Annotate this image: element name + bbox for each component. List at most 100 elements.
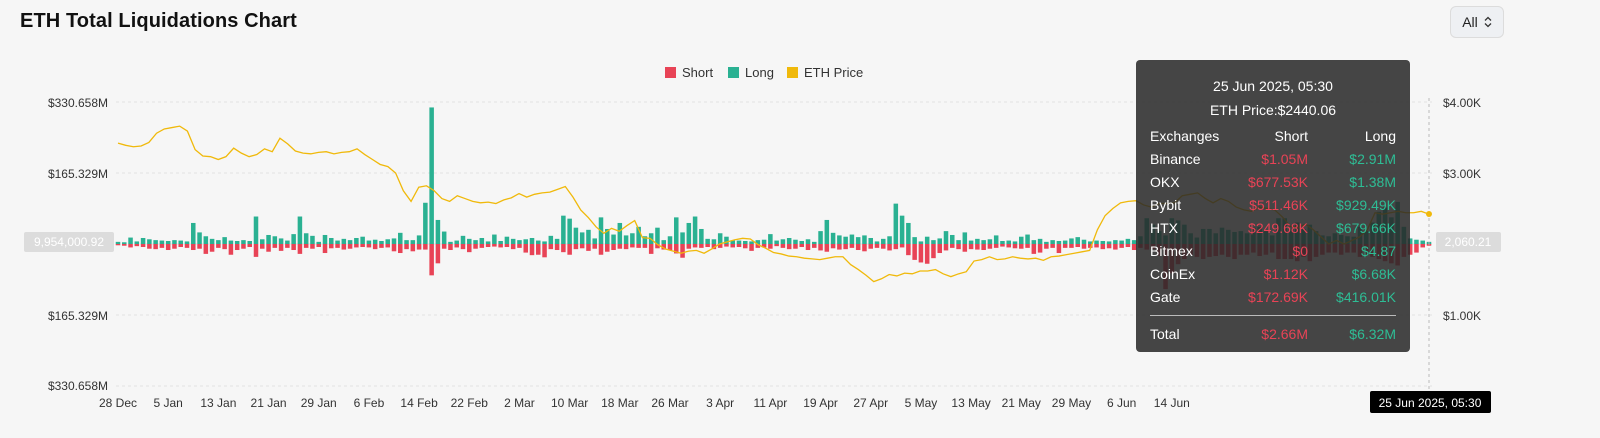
long-bar[interactable] bbox=[247, 240, 252, 244]
long-bar[interactable] bbox=[147, 239, 152, 244]
short-bar[interactable] bbox=[1000, 244, 1005, 247]
short-bar[interactable] bbox=[1025, 244, 1030, 248]
short-bar[interactable] bbox=[316, 244, 321, 248]
long-bar[interactable] bbox=[498, 240, 503, 244]
short-bar[interactable] bbox=[184, 244, 190, 248]
short-bar[interactable] bbox=[818, 244, 823, 251]
long-bar[interactable] bbox=[1025, 234, 1030, 244]
long-bar[interactable] bbox=[874, 241, 880, 244]
long-bar[interactable] bbox=[329, 237, 334, 244]
long-bar[interactable] bbox=[931, 240, 936, 244]
short-bar[interactable] bbox=[379, 244, 384, 248]
long-bar[interactable] bbox=[423, 202, 428, 244]
long-bar[interactable] bbox=[266, 234, 271, 244]
short-bar[interactable] bbox=[454, 244, 459, 248]
short-bar[interactable] bbox=[347, 244, 353, 249]
short-bar[interactable] bbox=[1125, 244, 1131, 248]
short-bar[interactable] bbox=[335, 244, 340, 248]
long-bar[interactable] bbox=[849, 234, 855, 244]
long-bar[interactable] bbox=[968, 240, 974, 244]
short-bar[interactable] bbox=[197, 244, 202, 249]
short-bar[interactable] bbox=[385, 244, 390, 248]
short-bar[interactable] bbox=[1019, 244, 1024, 249]
long-bar[interactable] bbox=[1119, 240, 1124, 244]
long-bar[interactable] bbox=[1050, 240, 1055, 244]
short-bar[interactable] bbox=[605, 244, 610, 252]
long-bar[interactable] bbox=[153, 240, 158, 244]
long-bar[interactable] bbox=[1100, 240, 1106, 244]
long-bar[interactable] bbox=[830, 232, 836, 244]
long-bar[interactable] bbox=[347, 240, 353, 244]
short-bar[interactable] bbox=[1069, 244, 1074, 248]
short-bar[interactable] bbox=[943, 244, 949, 251]
short-bar[interactable] bbox=[661, 244, 666, 250]
long-bar[interactable] bbox=[730, 240, 735, 244]
long-bar[interactable] bbox=[548, 235, 554, 244]
long-bar[interactable] bbox=[316, 241, 321, 244]
short-bar[interactable] bbox=[165, 244, 171, 251]
long-bar[interactable] bbox=[724, 236, 729, 244]
short-bar[interactable] bbox=[931, 244, 936, 259]
long-bar[interactable] bbox=[786, 237, 792, 244]
short-bar[interactable] bbox=[843, 244, 848, 250]
long-bar[interactable] bbox=[159, 240, 165, 244]
short-bar[interactable] bbox=[755, 244, 761, 248]
long-bar[interactable] bbox=[561, 215, 566, 244]
short-bar[interactable] bbox=[736, 244, 742, 248]
short-bar[interactable] bbox=[705, 244, 710, 248]
long-bar[interactable] bbox=[209, 238, 215, 244]
long-bar[interactable] bbox=[993, 235, 999, 244]
short-bar[interactable] bbox=[567, 244, 572, 255]
long-bar[interactable] bbox=[517, 240, 522, 244]
long-bar[interactable] bbox=[285, 240, 290, 244]
short-bar[interactable] bbox=[228, 244, 234, 255]
long-bar[interactable] bbox=[661, 240, 666, 244]
long-bar[interactable] bbox=[184, 241, 190, 244]
short-bar[interactable] bbox=[761, 244, 767, 248]
long-bar[interactable] bbox=[761, 239, 767, 244]
long-bar[interactable] bbox=[260, 239, 265, 244]
long-bar[interactable] bbox=[881, 238, 886, 244]
short-bar[interactable] bbox=[968, 244, 974, 250]
short-bar[interactable] bbox=[360, 244, 365, 248]
long-bar[interactable] bbox=[1113, 240, 1118, 244]
long-bar[interactable] bbox=[1075, 237, 1080, 244]
long-bar[interactable] bbox=[216, 240, 221, 244]
long-bar[interactable] bbox=[981, 240, 986, 244]
short-bar[interactable] bbox=[303, 244, 309, 248]
long-bar[interactable] bbox=[473, 240, 478, 244]
long-bar[interactable] bbox=[134, 241, 140, 244]
short-bar[interactable] bbox=[743, 244, 748, 249]
long-bar[interactable] bbox=[855, 237, 861, 244]
short-bar[interactable] bbox=[122, 244, 127, 246]
long-bar[interactable] bbox=[768, 234, 773, 244]
long-bar[interactable] bbox=[341, 238, 347, 244]
short-bar[interactable] bbox=[435, 244, 441, 264]
short-bar[interactable] bbox=[341, 244, 347, 250]
short-bar[interactable] bbox=[260, 244, 265, 249]
long-bar[interactable] bbox=[335, 240, 340, 244]
long-bar[interactable] bbox=[680, 232, 685, 244]
long-bar[interactable] bbox=[197, 232, 202, 244]
long-bar[interactable] bbox=[837, 235, 842, 244]
short-bar[interactable] bbox=[768, 244, 773, 249]
long-bar[interactable] bbox=[918, 241, 924, 244]
short-bar[interactable] bbox=[253, 244, 259, 257]
long-bar[interactable] bbox=[529, 237, 535, 244]
short-bar[interactable] bbox=[416, 244, 422, 250]
long-bar[interactable] bbox=[140, 237, 146, 244]
long-bar[interactable] bbox=[1044, 241, 1049, 244]
long-bar[interactable] bbox=[385, 239, 390, 244]
long-bar[interactable] bbox=[398, 232, 403, 244]
long-bar[interactable] bbox=[818, 231, 823, 244]
short-bar[interactable] bbox=[987, 244, 993, 249]
short-bar[interactable] bbox=[692, 244, 698, 248]
short-bar[interactable] bbox=[830, 244, 836, 249]
short-bar[interactable] bbox=[906, 244, 911, 256]
long-bar[interactable] bbox=[630, 233, 635, 244]
long-bar[interactable] bbox=[893, 203, 899, 244]
short-bar[interactable] bbox=[222, 244, 227, 250]
long-bar[interactable] bbox=[824, 219, 830, 244]
long-bar[interactable] bbox=[485, 241, 491, 244]
short-bar[interactable] bbox=[855, 244, 861, 251]
